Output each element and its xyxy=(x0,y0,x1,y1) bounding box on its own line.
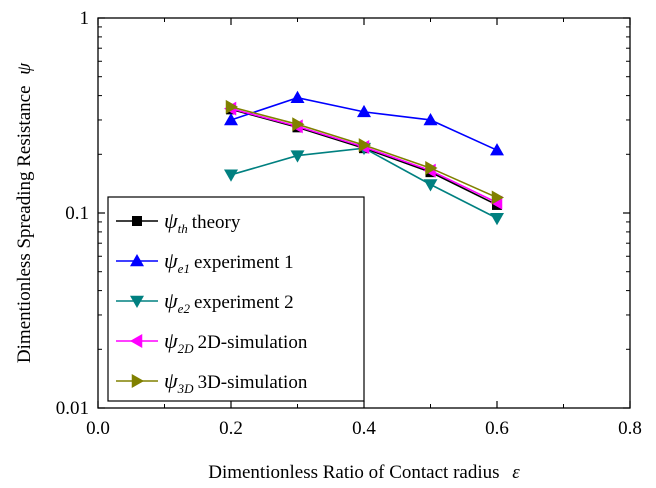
axis-ticks: 0.0 0.2 0.4 0.6 0.8 0.01 0.1 1 xyxy=(56,8,642,439)
x-tick-label: 0.0 xyxy=(86,418,110,439)
data-point xyxy=(225,99,238,114)
y-axis-symbol: ψ xyxy=(14,62,35,75)
legend-label: 3D-simulation xyxy=(198,372,308,393)
legend-label: experiment 2 xyxy=(194,292,294,313)
legend-subscript: e1 xyxy=(178,261,190,276)
legend-subscript: th xyxy=(178,221,188,236)
series-line xyxy=(230,108,498,206)
y-tick-label: 1 xyxy=(80,8,90,29)
legend-label: theory xyxy=(192,212,241,233)
legend-symbol: ψ xyxy=(164,368,178,393)
series-line xyxy=(230,107,498,204)
legend-text: ψ2D 2D-simulation xyxy=(164,328,308,356)
data-point xyxy=(358,138,371,153)
legend-symbol: ψ xyxy=(164,288,178,313)
data-point xyxy=(490,212,504,226)
legend-marker xyxy=(130,254,144,267)
y-axis-title: Dimentionless Spreading Resistance ψ xyxy=(14,62,35,363)
legend-symbol: ψ xyxy=(164,208,178,233)
x-tick-label: 0.6 xyxy=(485,418,509,439)
data-point xyxy=(292,117,305,132)
data-point xyxy=(425,161,438,176)
legend-item-experiment-1: ψe1 experiment 1 xyxy=(116,248,294,276)
legend-item-3d-simulation: ψ3D 3D-simulation xyxy=(116,368,308,396)
legend-marker xyxy=(130,334,143,348)
data-point xyxy=(423,179,438,192)
series-theory xyxy=(226,104,502,210)
legend-marker xyxy=(132,216,142,226)
x-tick-label: 0.8 xyxy=(618,418,642,439)
data-point xyxy=(290,150,305,163)
x-tick-label: 0.2 xyxy=(219,418,243,439)
x-axis-label: Dimentionless Ratio of Contact radius xyxy=(208,462,499,483)
series-layer xyxy=(224,90,504,226)
legend-text: ψe2 experiment 2 xyxy=(164,288,294,316)
series-3d-simulation xyxy=(225,99,504,205)
legend-marker xyxy=(130,295,144,308)
data-point xyxy=(224,112,238,126)
y-tick-label: 0.1 xyxy=(65,203,89,224)
data-point xyxy=(357,104,371,118)
data-point xyxy=(423,112,438,126)
y-axis-label: Dimentionless Spreading Resistance xyxy=(14,86,35,364)
legend-box xyxy=(107,196,365,402)
legend-text: ψe1 experiment 1 xyxy=(164,248,294,276)
x-axis-symbol: ε xyxy=(512,462,520,483)
legend-subscript: 3D xyxy=(177,381,195,396)
legend-item-experiment-2: ψe2 experiment 2 xyxy=(116,288,294,316)
x-axis-title: Dimentionless Ratio of Contact radius ε xyxy=(208,462,520,483)
legend-symbol: ψ xyxy=(164,328,178,353)
legend-item-theory: ψth theory xyxy=(116,208,241,236)
legend-label: experiment 1 xyxy=(194,252,294,273)
legend-item-2d-simulation: ψ2D 2D-simulation xyxy=(116,328,308,356)
data-point xyxy=(491,190,504,205)
legend-marker xyxy=(131,374,144,388)
series-2d-simulation xyxy=(224,101,503,210)
y-tick-label: 0.01 xyxy=(56,398,89,419)
data-point xyxy=(490,143,504,156)
legend-text: ψ3D 3D-simulation xyxy=(164,368,308,396)
x-tick-label: 0.4 xyxy=(352,418,376,439)
data-point xyxy=(290,90,305,103)
legend-symbol: ψ xyxy=(164,248,178,273)
series-experiment-1 xyxy=(224,90,504,156)
legend-subscript: 2D xyxy=(178,341,195,356)
legend-label: 2D-simulation xyxy=(198,332,308,353)
legend-subscript: e2 xyxy=(178,301,191,316)
data-point xyxy=(224,169,238,182)
legend-text: ψth theory xyxy=(164,208,241,236)
